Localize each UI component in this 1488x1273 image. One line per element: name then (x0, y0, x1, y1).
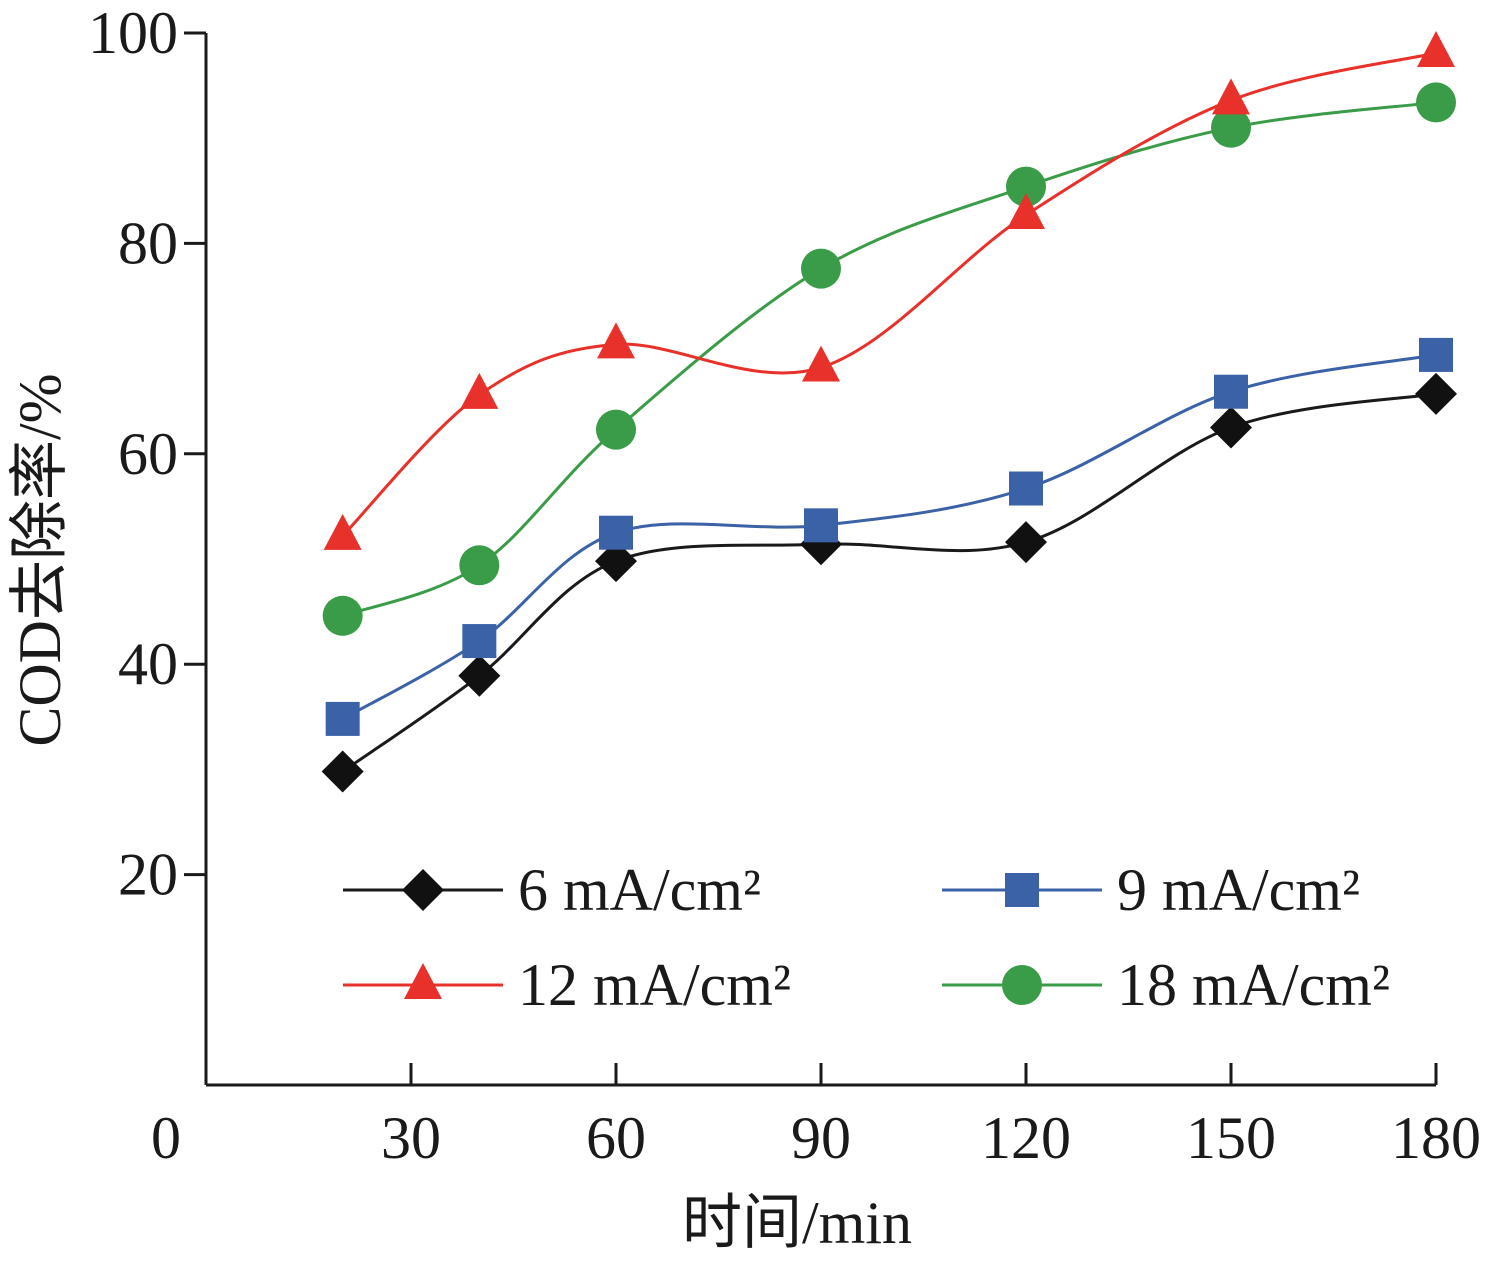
series-1 (341, 353, 1437, 721)
data-point (458, 654, 501, 697)
data-point (599, 515, 633, 550)
data-point (460, 372, 499, 409)
legend-marker (402, 869, 444, 911)
data-point (804, 508, 838, 543)
data-point (801, 248, 841, 289)
x-tick-label: 30 (381, 1105, 441, 1171)
series-line (341, 353, 1437, 721)
data-point (596, 409, 636, 450)
data-point (323, 513, 362, 550)
series-0-points (321, 372, 1457, 793)
data-point (325, 701, 360, 736)
legend-label: 12 mA/cm² (518, 952, 791, 1018)
data-point (1415, 372, 1457, 415)
x-tick-label: 60 (586, 1105, 646, 1171)
y-tick-label: 20 (118, 842, 178, 908)
x-axis-title: 时间/min (682, 1190, 912, 1256)
data-point (459, 545, 500, 586)
legend-item: 18 mA/cm² (942, 952, 1390, 1018)
data-point (1417, 30, 1455, 67)
series-2 (341, 51, 1437, 537)
data-point (322, 595, 363, 636)
y-axis-title: COD去除率/% (7, 373, 73, 746)
legend-label: 18 mA/cm² (1117, 952, 1390, 1018)
legend-item: 6 mA/cm² (343, 857, 761, 923)
data-point (1211, 107, 1251, 148)
data-point (1419, 337, 1453, 372)
data-point (595, 540, 637, 583)
y-tick-label: 100 (88, 0, 178, 66)
x-tick-label: 90 (791, 1105, 851, 1171)
series-1-points (325, 337, 1453, 736)
y-tick-label: 60 (118, 421, 178, 487)
data-point (1416, 82, 1456, 123)
y-tick-label: 40 (118, 631, 178, 697)
x-tick-label: 120 (981, 1105, 1071, 1171)
series-line (341, 392, 1437, 773)
x-tick-label: 150 (1186, 1105, 1276, 1171)
data-point (1212, 78, 1250, 115)
series-line (341, 51, 1437, 537)
x-tick-label: 180 (1391, 1105, 1481, 1171)
legend-marker (404, 963, 442, 999)
data-point (802, 345, 840, 382)
data-point (1005, 521, 1047, 564)
x-tick-label: 0 (151, 1105, 181, 1171)
data-point (462, 624, 497, 659)
series-2-points (323, 30, 1455, 550)
data-point (321, 750, 364, 793)
data-point (1214, 374, 1248, 409)
series-line (342, 100, 1437, 618)
data-point (1007, 192, 1045, 229)
legend-item: 12 mA/cm² (343, 952, 791, 1018)
legend-label: 6 mA/cm² (518, 857, 761, 923)
series-3-points (322, 82, 1456, 636)
legend-marker (1002, 965, 1042, 1005)
series-0 (341, 392, 1437, 773)
legend-label: 9 mA/cm² (1117, 857, 1360, 923)
data-point (1006, 166, 1046, 207)
y-tick-label: 80 (118, 210, 178, 276)
series-3 (342, 100, 1437, 618)
legend-item: 9 mA/cm² (942, 857, 1360, 923)
data-point (1210, 406, 1252, 449)
legend-marker (1005, 873, 1039, 907)
data-point (1009, 471, 1043, 506)
data-point (597, 322, 635, 359)
